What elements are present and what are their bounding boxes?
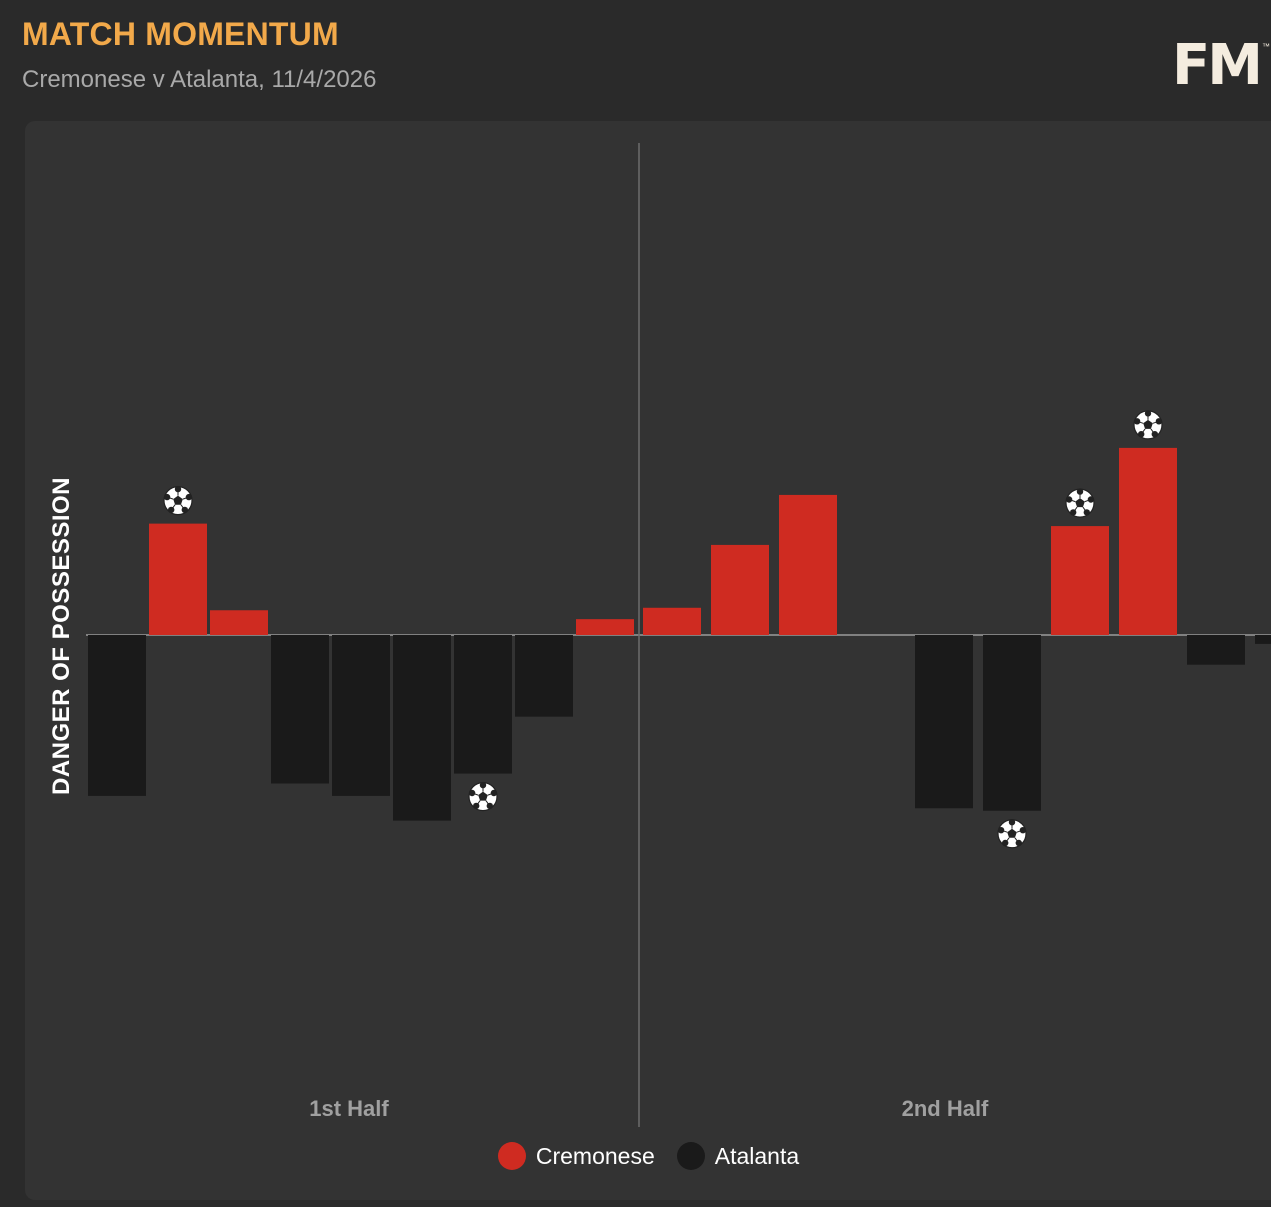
goal-soccer-ball-icon-h2-7	[1065, 488, 1095, 518]
bar-h2-8[interactable]	[1119, 447, 1177, 635]
bar-h1-8[interactable]	[515, 635, 573, 717]
legend-item-cremonese[interactable]: Cremonese	[497, 1142, 655, 1170]
bar-h2-7[interactable]	[1051, 526, 1109, 635]
legend-label-atalanta: Atalanta	[714, 1142, 800, 1169]
half-label-1: 1st Half	[309, 1096, 389, 1121]
bar-h2-10[interactable]	[1255, 635, 1271, 644]
bar-h1-3[interactable]	[210, 610, 268, 635]
goal-soccer-ball-icon-h1-2	[163, 485, 193, 516]
y-axis-label: DANGER OF POSSESSION	[48, 476, 75, 796]
match-subtitle: Cremonese v Atalanta, 11/4/2026	[22, 66, 377, 93]
bar-h2-9[interactable]	[1187, 635, 1245, 665]
goal-soccer-ball-icon-h2-6	[997, 819, 1027, 849]
bar-h1-6[interactable]	[393, 635, 451, 821]
fm-logo-trademark: ™	[1262, 42, 1270, 51]
chart-panel	[25, 121, 1271, 1200]
bar-h2-6[interactable]	[983, 635, 1041, 811]
legend-swatch-cremonese	[497, 1142, 526, 1170]
bar-h1-5[interactable]	[332, 635, 390, 796]
bar-h1-9[interactable]	[576, 619, 634, 635]
bar-h1-4[interactable]	[271, 635, 329, 784]
bar-h1-2[interactable]	[149, 523, 207, 635]
bar-h2-2[interactable]	[711, 544, 769, 635]
goal-soccer-ball-icon-h2-8	[1133, 410, 1163, 440]
bar-h1-7[interactable]	[454, 635, 512, 774]
legend-swatch-atalanta	[676, 1142, 705, 1170]
legend-item-atalanta[interactable]: Atalanta	[676, 1142, 800, 1170]
page-title: MATCH MOMENTUM	[22, 16, 339, 52]
fm-logo: FM	[1172, 33, 1263, 98]
bar-h2-5[interactable]	[915, 635, 973, 809]
bar-h2-1[interactable]	[643, 607, 701, 635]
goal-soccer-ball-icon-h1-7	[468, 781, 498, 812]
half-label-2: 2nd Half	[902, 1096, 989, 1121]
bar-h2-3[interactable]	[779, 494, 837, 635]
bar-h1-1[interactable]	[88, 635, 146, 796]
chart-legend: Cremonese Atalanta	[0, 1142, 1271, 1170]
legend-label-cremonese: Cremonese	[535, 1142, 655, 1169]
